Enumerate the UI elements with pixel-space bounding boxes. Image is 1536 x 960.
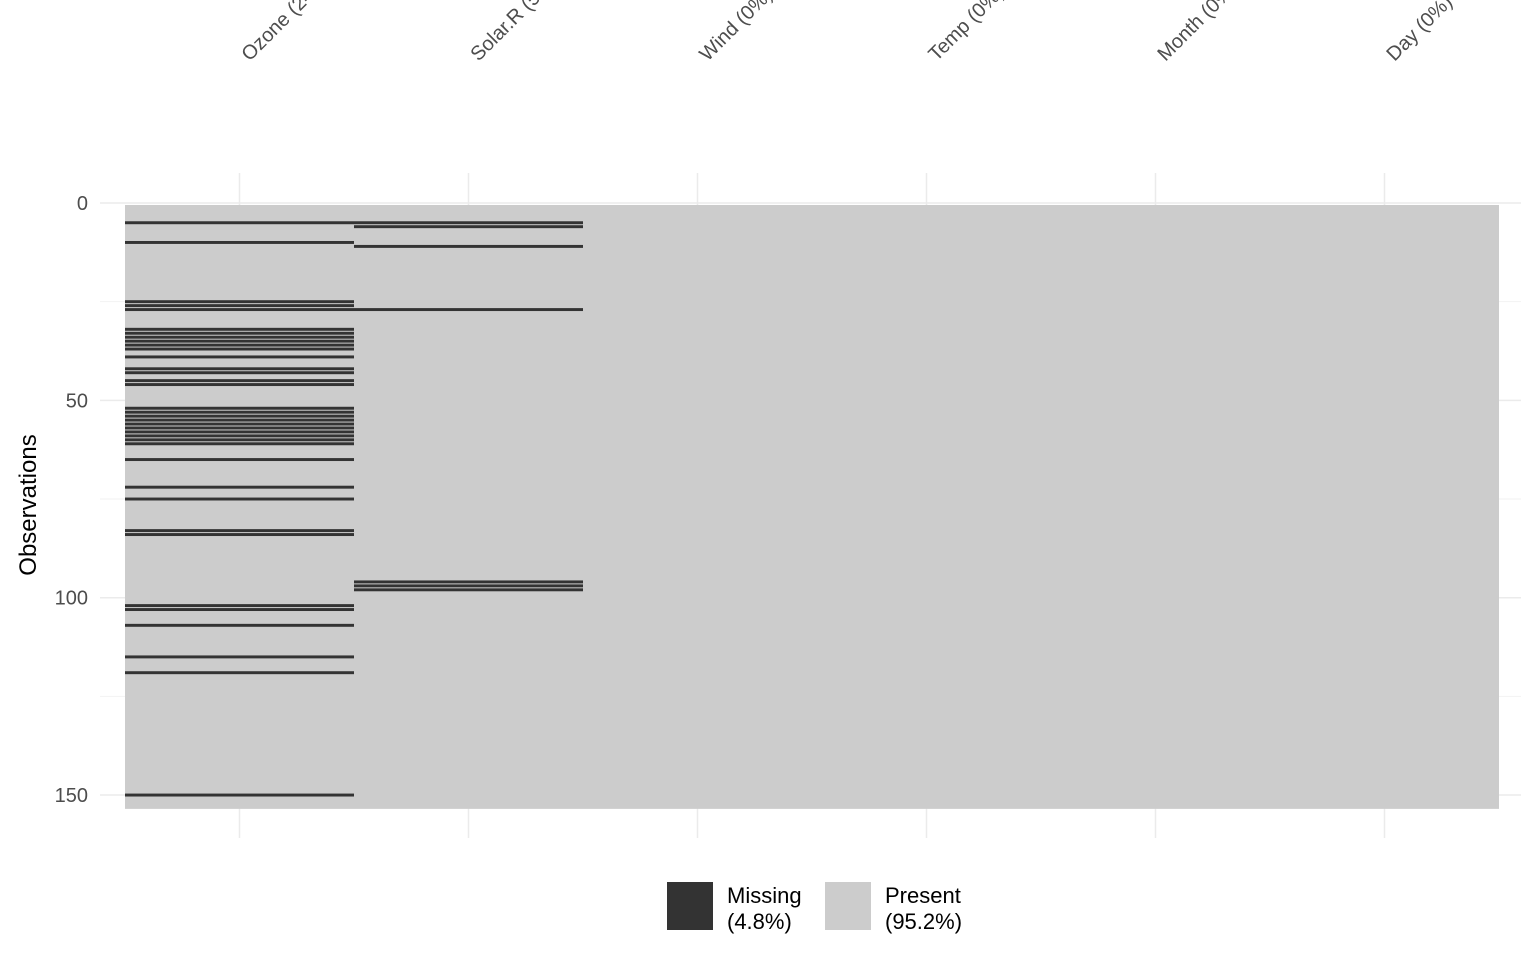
legend-label: Missing: [727, 883, 802, 908]
missing-tile-ozone: [125, 221, 354, 225]
missing-tile-solar.r: [354, 244, 583, 248]
column-label: Month (0%): [1153, 0, 1242, 66]
missing-tile-ozone: [125, 331, 354, 335]
present-area: [125, 204, 1499, 809]
missing-tile-ozone: [125, 240, 354, 244]
missing-tile-ozone: [125, 671, 354, 675]
missing-tile-solar.r: [354, 225, 583, 229]
missing-tile-ozone: [125, 426, 354, 430]
missing-tile-ozone: [125, 335, 354, 339]
missing-tile-ozone: [125, 438, 354, 442]
missing-tile-ozone: [125, 430, 354, 434]
y-tick-label: 0: [77, 193, 88, 215]
missing-tile-ozone: [125, 414, 354, 418]
missing-tile-solar.r: [354, 584, 583, 588]
column-label: Temp (0%): [924, 0, 1008, 66]
missing-tile-ozone: [125, 327, 354, 331]
column-label: Wind (0%): [695, 0, 777, 66]
missing-tile-ozone: [125, 347, 354, 351]
y-tick-label: 100: [55, 588, 88, 610]
missing-tile-ozone: [125, 422, 354, 426]
missing-tile-ozone: [125, 529, 354, 533]
missing-tile-ozone: [125, 406, 354, 410]
column-label: Ozone (24%): [237, 0, 336, 66]
missing-tile-ozone: [125, 533, 354, 537]
missing-tile-ozone: [125, 371, 354, 375]
column-label: Solar.R (5%): [466, 0, 562, 66]
missing-tile-ozone: [125, 418, 354, 422]
missing-tile-ozone: [125, 379, 354, 383]
column-label: Day (0%): [1382, 0, 1457, 66]
missing-tile-solar.r: [354, 588, 583, 592]
missing-tile-ozone: [125, 458, 354, 462]
legend-label: Present: [885, 883, 961, 908]
missing-tile-ozone: [125, 339, 354, 343]
missing-tile-solar.r: [354, 580, 583, 584]
missing-tile-solar.r: [354, 221, 583, 225]
missing-tile-ozone: [125, 608, 354, 612]
missing-tile-ozone: [125, 355, 354, 359]
missing-tile-ozone: [125, 343, 354, 347]
missing-tile-ozone: [125, 442, 354, 446]
missing-tile-ozone: [125, 304, 354, 308]
missing-tile-ozone: [125, 497, 354, 501]
y-tick-label: 50: [66, 390, 88, 412]
missing-tile-ozone: [125, 793, 354, 797]
y-tick-label: 150: [55, 785, 88, 807]
missing-tile-ozone: [125, 308, 354, 312]
missing-tile-ozone: [125, 655, 354, 659]
missing-tile-ozone: [125, 434, 354, 438]
legend-percent: (4.8%): [727, 909, 792, 934]
missing-tile-ozone: [125, 383, 354, 387]
missing-tile-ozone: [125, 604, 354, 608]
legend-key-missing: [667, 882, 713, 930]
legend-key-present: [825, 882, 871, 930]
missing-tile-ozone: [125, 410, 354, 414]
y-axis-title: Observations: [15, 434, 42, 575]
missing-tile-solar.r: [354, 308, 583, 312]
missing-tile-ozone: [125, 300, 354, 304]
legend-percent: (95.2%): [885, 909, 962, 934]
missing-tile-ozone: [125, 623, 354, 627]
missing-tile-ozone: [125, 367, 354, 371]
missing-tile-ozone: [125, 485, 354, 489]
